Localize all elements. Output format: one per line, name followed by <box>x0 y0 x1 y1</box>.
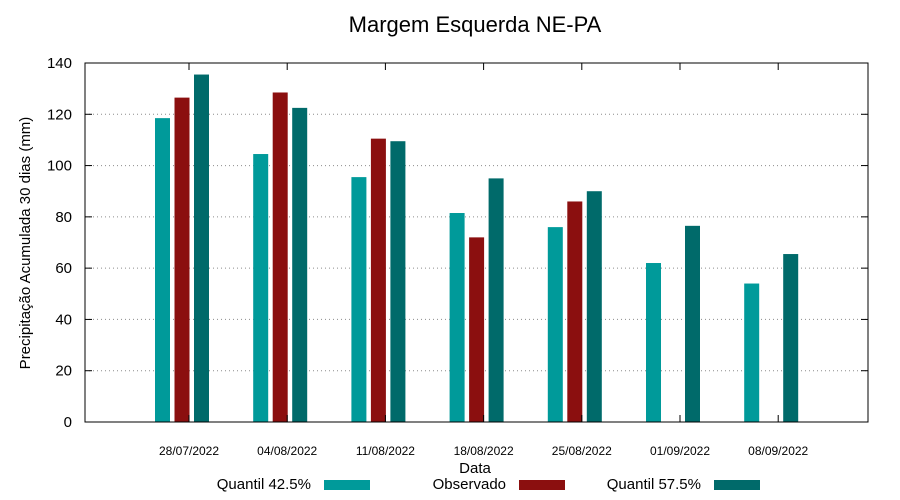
x-tick-label: 18/08/2022 <box>454 444 514 458</box>
plot-frame <box>84 62 869 423</box>
bar <box>646 263 661 422</box>
bar <box>174 97 190 422</box>
legend: Quantil 42.5% Observado Quantil 57.5% <box>217 476 760 493</box>
y-tick-label: 60 <box>55 260 72 277</box>
y-tick-label: 40 <box>55 311 72 328</box>
legend-swatch <box>324 480 370 490</box>
bar <box>547 227 563 422</box>
legend-swatch <box>519 480 565 490</box>
y-tick-label: 80 <box>55 209 72 226</box>
bar <box>488 178 504 422</box>
chart-title: Margem Esquerda NE-PA <box>349 12 602 37</box>
y-tick-label: 0 <box>64 414 72 431</box>
bars <box>155 74 799 423</box>
x-tick-label: 08/09/2022 <box>748 444 808 458</box>
bar <box>272 92 288 422</box>
x-tick-label: 11/08/2022 <box>356 444 415 458</box>
y-tick-label: 140 <box>47 55 72 72</box>
bar <box>253 154 269 422</box>
bar <box>351 177 367 422</box>
x-tick-label: 04/08/2022 <box>257 444 317 458</box>
y-tick-label: 100 <box>47 158 72 175</box>
bar <box>586 191 602 422</box>
bar <box>194 74 209 423</box>
bar <box>469 237 485 422</box>
y-axis-ticks: 0 20 40 60 80 100 120 140 <box>47 55 868 431</box>
x-tick-label: 01/09/2022 <box>650 444 710 458</box>
bar <box>783 254 799 422</box>
x-axis-ticks: 28/07/2022 04/08/2022 11/08/2022 18/08/2022… <box>159 63 809 458</box>
bar <box>370 138 386 422</box>
bar <box>567 201 583 422</box>
y-tick-label: 120 <box>47 106 72 123</box>
bar <box>292 107 308 422</box>
bar <box>744 283 760 422</box>
x-tick-label: 25/08/2022 <box>552 444 612 458</box>
legend-swatch <box>714 480 760 490</box>
legend-label: Observado <box>433 476 506 493</box>
bar <box>390 141 406 423</box>
bar <box>155 118 170 422</box>
y-axis-label: Precipitação Acumulada 30 dias (mm) <box>17 117 34 370</box>
legend-label: Quantil 42.5% <box>217 476 311 493</box>
x-tick-label: 28/07/2022 <box>159 444 219 458</box>
y-tick-label: 20 <box>55 363 72 380</box>
legend-label: Quantil 57.5% <box>607 476 701 493</box>
bar <box>685 225 700 422</box>
x-axis-label: Data <box>459 460 491 477</box>
gridlines <box>85 113 868 372</box>
bar <box>449 213 465 422</box>
